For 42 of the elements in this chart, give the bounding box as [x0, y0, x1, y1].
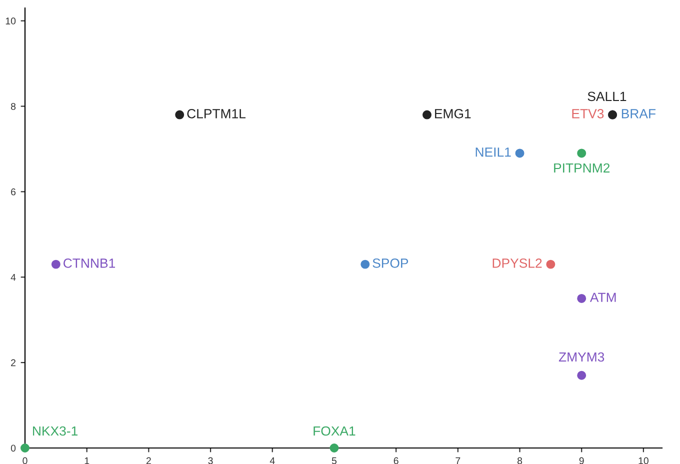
- x-tick-label: 3: [208, 457, 213, 464]
- point: [577, 294, 586, 303]
- series-label: PITPNM2: [554, 163, 610, 173]
- x-tick-label: 8: [517, 457, 522, 464]
- series-label: ETV3: [572, 108, 604, 118]
- x-tick-label: 1: [84, 457, 90, 464]
- series-label: DPYSL2: [492, 258, 542, 268]
- series-label: FOXA1: [314, 426, 356, 436]
- y-tick-label: 10: [6, 18, 16, 24]
- x-tick-label: 5: [332, 457, 337, 464]
- series-label: ZMYM3: [558, 352, 604, 362]
- point: [546, 260, 556, 269]
- x-tick-label: 0: [22, 457, 28, 464]
- x-tick-label: 2: [146, 457, 151, 464]
- point: [577, 148, 586, 158]
- series-label: SPOP: [372, 258, 408, 268]
- series-label: EMG1: [435, 108, 471, 118]
- x-tick-label: 7: [456, 457, 460, 464]
- point: [577, 370, 586, 380]
- x-tick-label: 9: [579, 457, 584, 464]
- x-tick-label: 10: [638, 457, 648, 464]
- series-label: SALL1: [588, 92, 626, 102]
- point: [20, 444, 30, 452]
- y-tick-label: 8: [10, 102, 16, 110]
- y-tick-label: 0: [10, 444, 16, 452]
- point: [360, 260, 370, 269]
- y-tick-label: 4: [10, 274, 16, 281]
- y-tick-label: 6: [11, 188, 16, 196]
- point: [515, 148, 524, 158]
- point: [330, 444, 339, 452]
- x-tick-label: 4: [270, 457, 275, 464]
- point: [422, 110, 432, 120]
- series-label: CTNNB1: [64, 258, 116, 268]
- point: [175, 110, 184, 120]
- series-label: ATM: [590, 292, 616, 302]
- series-label: CLPTM1L: [187, 108, 246, 118]
- y-tick-label: 2: [11, 359, 16, 366]
- x-tick-label: 6: [394, 457, 398, 464]
- series-label: NKX3-1: [33, 426, 78, 436]
- series-label: NEIL1: [476, 148, 511, 157]
- series-label: BRAF: [622, 109, 656, 118]
- point: [51, 260, 60, 269]
